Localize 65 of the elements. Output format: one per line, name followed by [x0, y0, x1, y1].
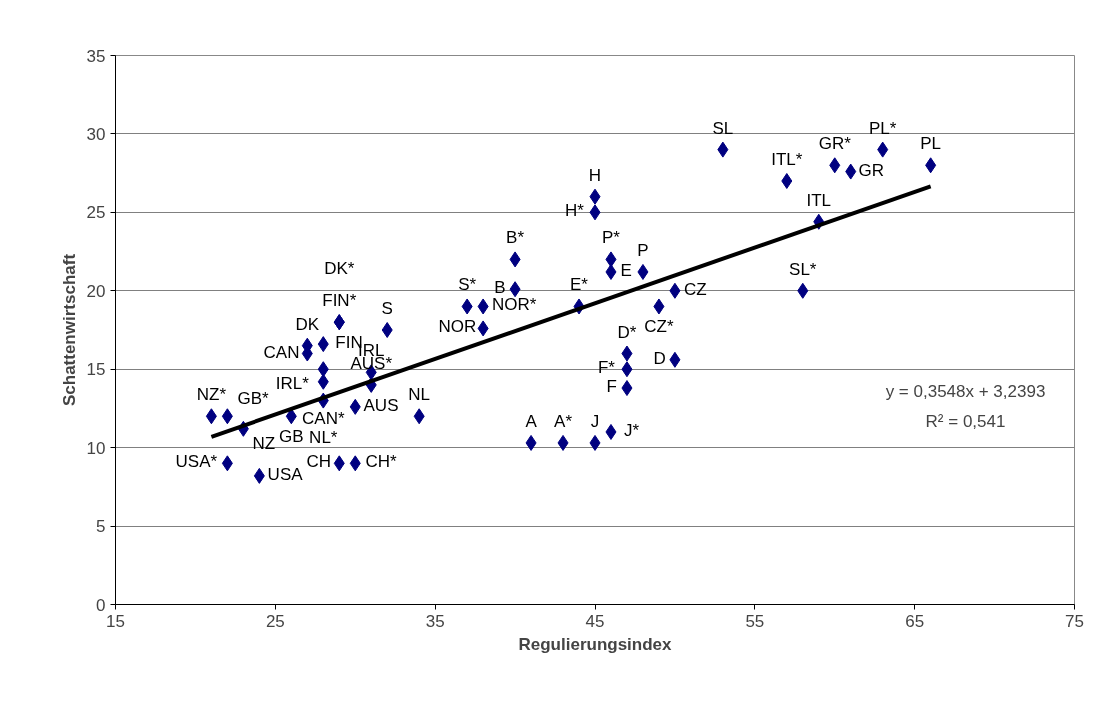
annotation: y = 0,3548x + 3,2393: [885, 381, 1046, 401]
data-label: F: [606, 377, 617, 397]
data-label: E: [620, 260, 632, 280]
x-tick-label: 65: [905, 611, 925, 631]
data-label: B: [494, 278, 506, 298]
y-tick-label: 35: [86, 46, 106, 66]
data-label: J: [590, 411, 600, 431]
data-label: SL*: [789, 259, 817, 279]
data-label: GR: [858, 160, 884, 180]
data-label: ITL: [806, 190, 832, 210]
y-tick-label: 0: [96, 595, 106, 615]
data-label: CAN: [263, 342, 300, 362]
y-tick-label: 10: [86, 438, 106, 458]
data-label: DK: [295, 314, 320, 334]
data-label: NZ*: [196, 385, 227, 405]
data-label: D: [653, 348, 666, 368]
x-tick-label: 55: [745, 611, 765, 631]
data-label: FIN*: [322, 291, 357, 311]
data-label: S: [381, 299, 393, 318]
data-label: A: [525, 411, 538, 431]
data-label: PL: [920, 134, 942, 154]
y-tick-label: 30: [86, 124, 106, 144]
data-label: H: [588, 165, 602, 185]
data-label: SL: [712, 118, 734, 138]
x-tick-label: 45: [585, 611, 605, 631]
y-tick-label: 20: [86, 281, 106, 301]
x-tick-label: 35: [425, 611, 445, 631]
data-label: IRL*: [275, 374, 310, 394]
data-label: NOR: [438, 317, 477, 337]
data-label: D*: [617, 322, 637, 342]
data-label: S*: [458, 275, 477, 295]
data-label: E*: [570, 275, 589, 295]
data-label: PL*: [869, 118, 897, 138]
data-label: NL*: [309, 427, 338, 447]
y-tick-label: 15: [86, 360, 106, 380]
annotation: R² = 0,541: [925, 411, 1006, 431]
data-label: CH*: [365, 452, 397, 472]
data-label: CAN*: [302, 408, 345, 428]
data-label: NL: [408, 385, 431, 405]
data-label: GB: [279, 427, 304, 447]
y-axis-title: Schattenwirtschaft: [59, 253, 79, 407]
data-label: NOR*: [491, 295, 537, 315]
data-label: B*: [506, 228, 525, 248]
data-label: GR*: [818, 134, 852, 154]
y-tick-label: 5: [96, 517, 106, 537]
x-tick-label: 25: [265, 611, 285, 631]
data-label: P*: [602, 228, 621, 248]
data-label: P: [637, 240, 649, 260]
x-tick-label: 75: [1065, 611, 1084, 631]
data-label: CH: [306, 452, 332, 472]
data-label: F*: [597, 358, 616, 378]
data-label: AUS: [363, 395, 399, 415]
data-label: H*: [565, 201, 585, 221]
data-label: CZ: [684, 279, 707, 299]
data-label: DK*: [324, 259, 355, 279]
data-label: USA: [267, 464, 304, 484]
data-label: GB*: [237, 389, 270, 409]
y-tick-label: 25: [86, 203, 106, 223]
data-label: ITL*: [771, 149, 803, 169]
data-label: A*: [554, 411, 573, 431]
x-axis-title: Regulierungsindex: [518, 634, 673, 654]
data-label: NZ: [252, 433, 276, 453]
data-label: J*: [623, 420, 640, 440]
data-label: CZ*: [644, 317, 674, 337]
data-label: USA*: [175, 452, 218, 472]
